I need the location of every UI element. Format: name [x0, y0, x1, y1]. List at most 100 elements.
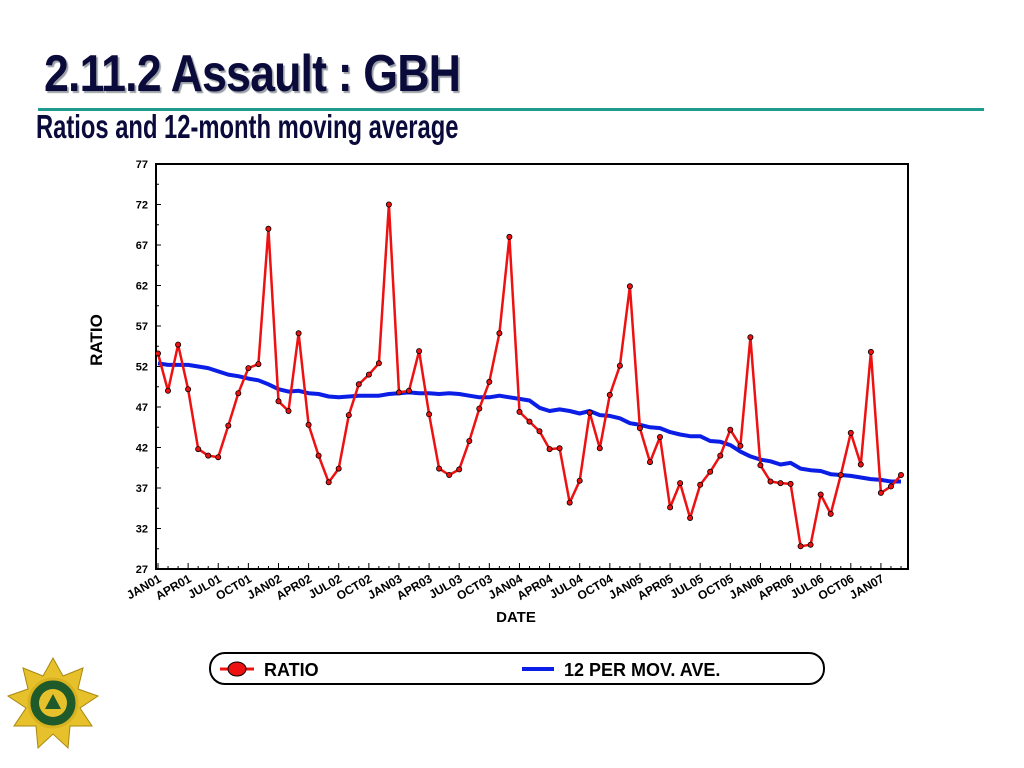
ratio-point	[486, 378, 493, 385]
ratio-point	[867, 348, 874, 355]
ratio-point	[586, 409, 593, 416]
y-tick-label: 27	[136, 564, 148, 576]
y-tick-label: 72	[136, 200, 148, 212]
y-tick-label: 37	[136, 483, 148, 495]
ratio-point	[506, 233, 513, 240]
ratio-point	[225, 422, 232, 429]
ratio-point	[667, 504, 674, 511]
ratio-point	[626, 283, 633, 290]
ratio-point	[305, 421, 312, 428]
x-tick-label: JAN07	[847, 571, 887, 602]
ratio-point	[516, 408, 523, 415]
y-tick-label: 77	[136, 159, 148, 171]
x-axis-label: DATE	[496, 609, 536, 626]
y-tick-label: 42	[136, 443, 148, 455]
ratio-point	[556, 445, 563, 452]
ratio-point	[747, 334, 754, 341]
ratio-point	[737, 442, 744, 449]
y-tick-label: 52	[136, 362, 148, 374]
ratio-point	[526, 418, 533, 425]
ratio-point	[576, 477, 583, 484]
legend: RATIO 12 PER MOV. AVE.	[209, 652, 825, 685]
ratio-point	[717, 452, 724, 459]
ratio-point	[365, 371, 372, 378]
ratio-point	[185, 386, 192, 393]
ratio-point	[205, 452, 212, 459]
y-tick-label: 62	[136, 281, 148, 293]
ratio-point	[757, 462, 764, 469]
ratio-point	[345, 412, 352, 419]
ratio-point	[657, 433, 664, 440]
ratio-point	[727, 426, 734, 433]
legend-mov-ave-label: 12 PER MOV. AVE.	[564, 660, 720, 680]
slide-subtitle: Ratios and 12-month moving average	[36, 108, 459, 145]
ratio-point	[295, 330, 302, 337]
ratio-point	[255, 361, 262, 368]
ratio-point	[325, 479, 332, 486]
y-axis: 27 32 37 42 47 52 57 62 67 72 77	[136, 159, 161, 576]
ratio-point	[456, 466, 463, 473]
ratio-point	[405, 387, 412, 394]
ratio-point	[375, 360, 382, 367]
ratio-point	[877, 489, 884, 496]
ratio-point	[235, 390, 242, 397]
ratio-point	[817, 491, 824, 498]
ratio-point	[697, 481, 704, 488]
ratio-point	[536, 428, 543, 435]
ratio-point	[335, 465, 342, 472]
y-tick-label: 47	[136, 402, 148, 414]
ratio-point	[154, 350, 161, 357]
ratio-point	[787, 480, 794, 487]
ratio-point	[175, 341, 182, 348]
series-layer	[154, 201, 905, 550]
ratio-point	[245, 365, 252, 372]
slide-title: 2.11.2 Assault : GBH	[44, 45, 461, 103]
y-tick-label: 67	[136, 240, 148, 252]
ratio-point	[275, 398, 282, 405]
title-divider	[38, 108, 984, 111]
ratio-point	[707, 468, 714, 475]
ratio-point	[647, 459, 654, 466]
ratio-point	[426, 411, 433, 418]
ratio-point	[606, 391, 613, 398]
moving-average-line	[157, 361, 901, 484]
ratio-point	[546, 446, 553, 453]
y-tick-label: 57	[136, 321, 148, 333]
ratio-point	[837, 471, 844, 478]
ratio-point	[677, 480, 684, 487]
ratio-point	[164, 387, 171, 394]
ratio-point	[385, 201, 392, 208]
ratio-point	[636, 425, 643, 432]
ratio-point	[195, 446, 202, 453]
ratio-point	[476, 405, 483, 412]
ratio-point	[566, 499, 573, 506]
ratio-point	[797, 543, 804, 550]
legend-ratio-marker	[227, 661, 247, 677]
ratio-point	[315, 452, 322, 459]
ratio-point	[857, 461, 864, 468]
legend-ratio-label: RATIO	[264, 660, 319, 680]
ratio-point	[596, 445, 603, 452]
ratio-point	[436, 465, 443, 472]
ratio-point	[687, 515, 694, 522]
ratio-point	[888, 483, 895, 490]
ratio-point	[265, 225, 272, 232]
ratio-point	[777, 480, 784, 487]
ratio-point	[285, 407, 292, 414]
ratio-point	[446, 471, 453, 478]
ratio-point	[496, 330, 503, 337]
saps-emblem	[6, 656, 100, 750]
ratio-point	[807, 541, 814, 548]
plot-area	[155, 163, 909, 570]
ratio-point	[898, 471, 905, 478]
y-tick-label: 32	[136, 524, 148, 536]
ratio-point	[616, 362, 623, 369]
ratio-point	[395, 389, 402, 396]
ratio-point	[767, 478, 774, 485]
ratio-point	[215, 454, 222, 461]
ratio-point	[466, 437, 473, 444]
ratio-point	[355, 381, 362, 388]
y-axis-label: RATIO	[87, 314, 106, 366]
ratio-point	[847, 429, 854, 436]
